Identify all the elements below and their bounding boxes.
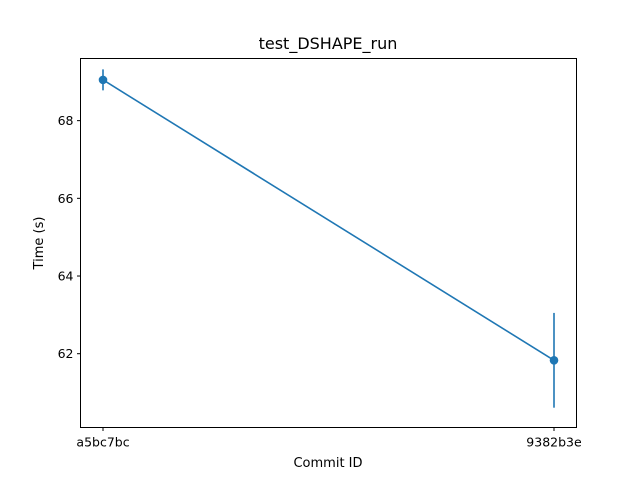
y-tick-label: 62 <box>58 346 74 361</box>
plot-area-frame <box>80 58 577 428</box>
x-tick-label: a5bc7bc <box>76 435 129 450</box>
y-tick-label: 64 <box>58 269 74 284</box>
series-layer <box>98 69 559 408</box>
y-tick-label: 68 <box>58 113 74 128</box>
series-line <box>102 79 555 361</box>
chart-title: test_DSHAPE_run <box>259 34 398 54</box>
x-axis-label: Commit ID <box>293 456 362 471</box>
data-point <box>98 75 108 85</box>
x-axis: a5bc7bc 9382b3e <box>76 427 582 450</box>
y-axis: 62 64 66 68 <box>58 113 81 361</box>
data-point <box>549 356 559 365</box>
y-tick-label: 66 <box>58 191 74 206</box>
y-axis-label: Time (s) <box>32 217 47 271</box>
x-tick-label: 9382b3e <box>526 435 582 450</box>
